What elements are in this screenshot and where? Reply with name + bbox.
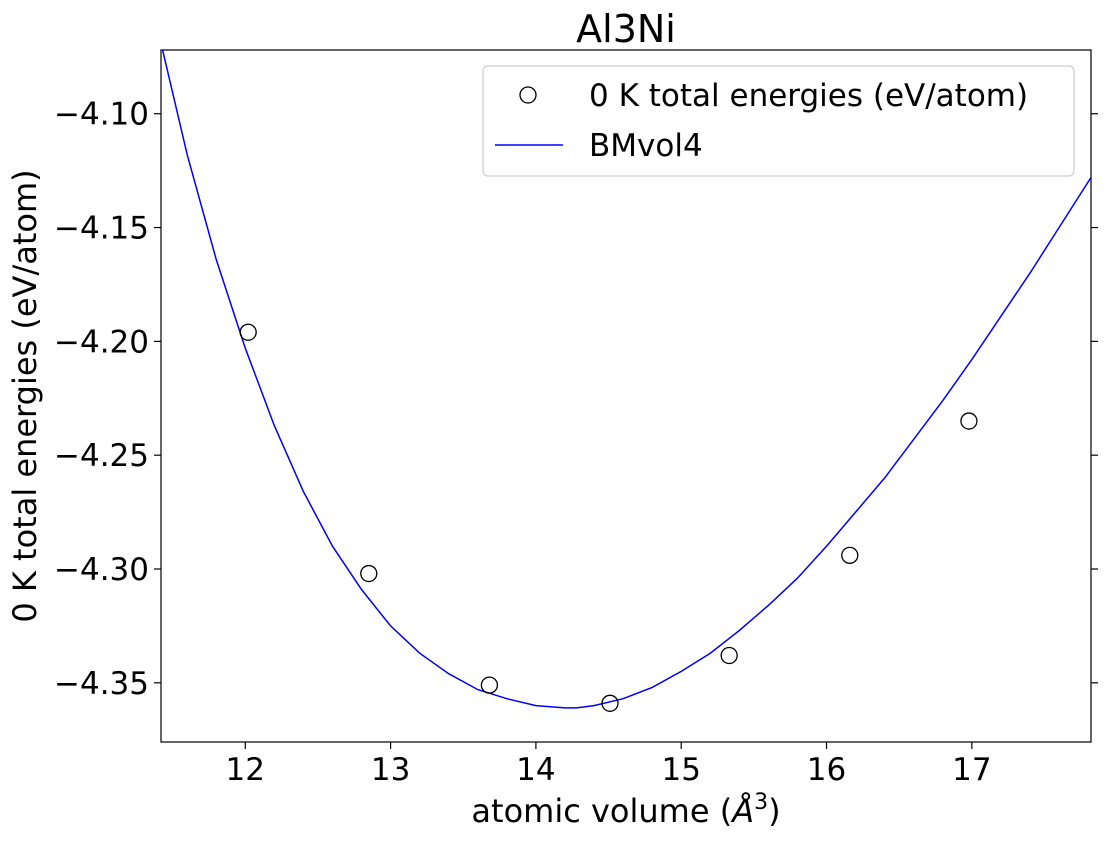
plot-area: [160, 49, 1092, 743]
legend-label-line: BMvol4: [589, 128, 703, 164]
fit-line-layer: [161, 50, 1091, 709]
data-point: [480, 676, 499, 694]
y-tick-label: −4.15: [54, 211, 149, 247]
legend-label-points: 0 K total energies (eV/atom): [589, 78, 1028, 114]
legend: 0 K total energies (eV/atom) BMvol4: [482, 65, 1075, 177]
y-tick-label: −4.10: [54, 97, 149, 133]
y-tick-label: −4.25: [54, 438, 149, 474]
x-axis-ticks: 12 13 14 15 16 17: [226, 742, 992, 788]
x-tick-label: 13: [371, 752, 410, 788]
data-point: [720, 646, 738, 665]
data-point: [841, 546, 859, 564]
x-axis-label: atomic volume (Å3): [471, 790, 780, 830]
x-tick-label: 14: [516, 752, 555, 788]
y-axis-ticks: −4.10 −4.15 −4.20 −4.25 −4.30 −4.35: [54, 97, 1098, 702]
data-point: [360, 564, 378, 583]
fit-line-bmvol4: [161, 50, 1091, 709]
y-tick-label: −4.35: [54, 666, 149, 702]
data-point: [601, 694, 619, 712]
y-tick-label: −4.20: [54, 324, 149, 360]
y-tick-label: −4.30: [54, 552, 149, 588]
data-point: [960, 412, 978, 430]
legend-box: [482, 65, 1075, 177]
y-axis-label: 0 K total energies (eV/atom): [6, 169, 44, 622]
x-tick-label: 16: [807, 752, 846, 788]
x-tick-label: 12: [226, 752, 265, 788]
data-point-layer: [239, 323, 978, 712]
chart-title: Al3Ni: [576, 7, 676, 51]
x-tick-label: 17: [952, 752, 991, 788]
data-point: [239, 323, 257, 341]
x-tick-label: 15: [661, 752, 700, 788]
legend-marker-points: [519, 86, 537, 104]
